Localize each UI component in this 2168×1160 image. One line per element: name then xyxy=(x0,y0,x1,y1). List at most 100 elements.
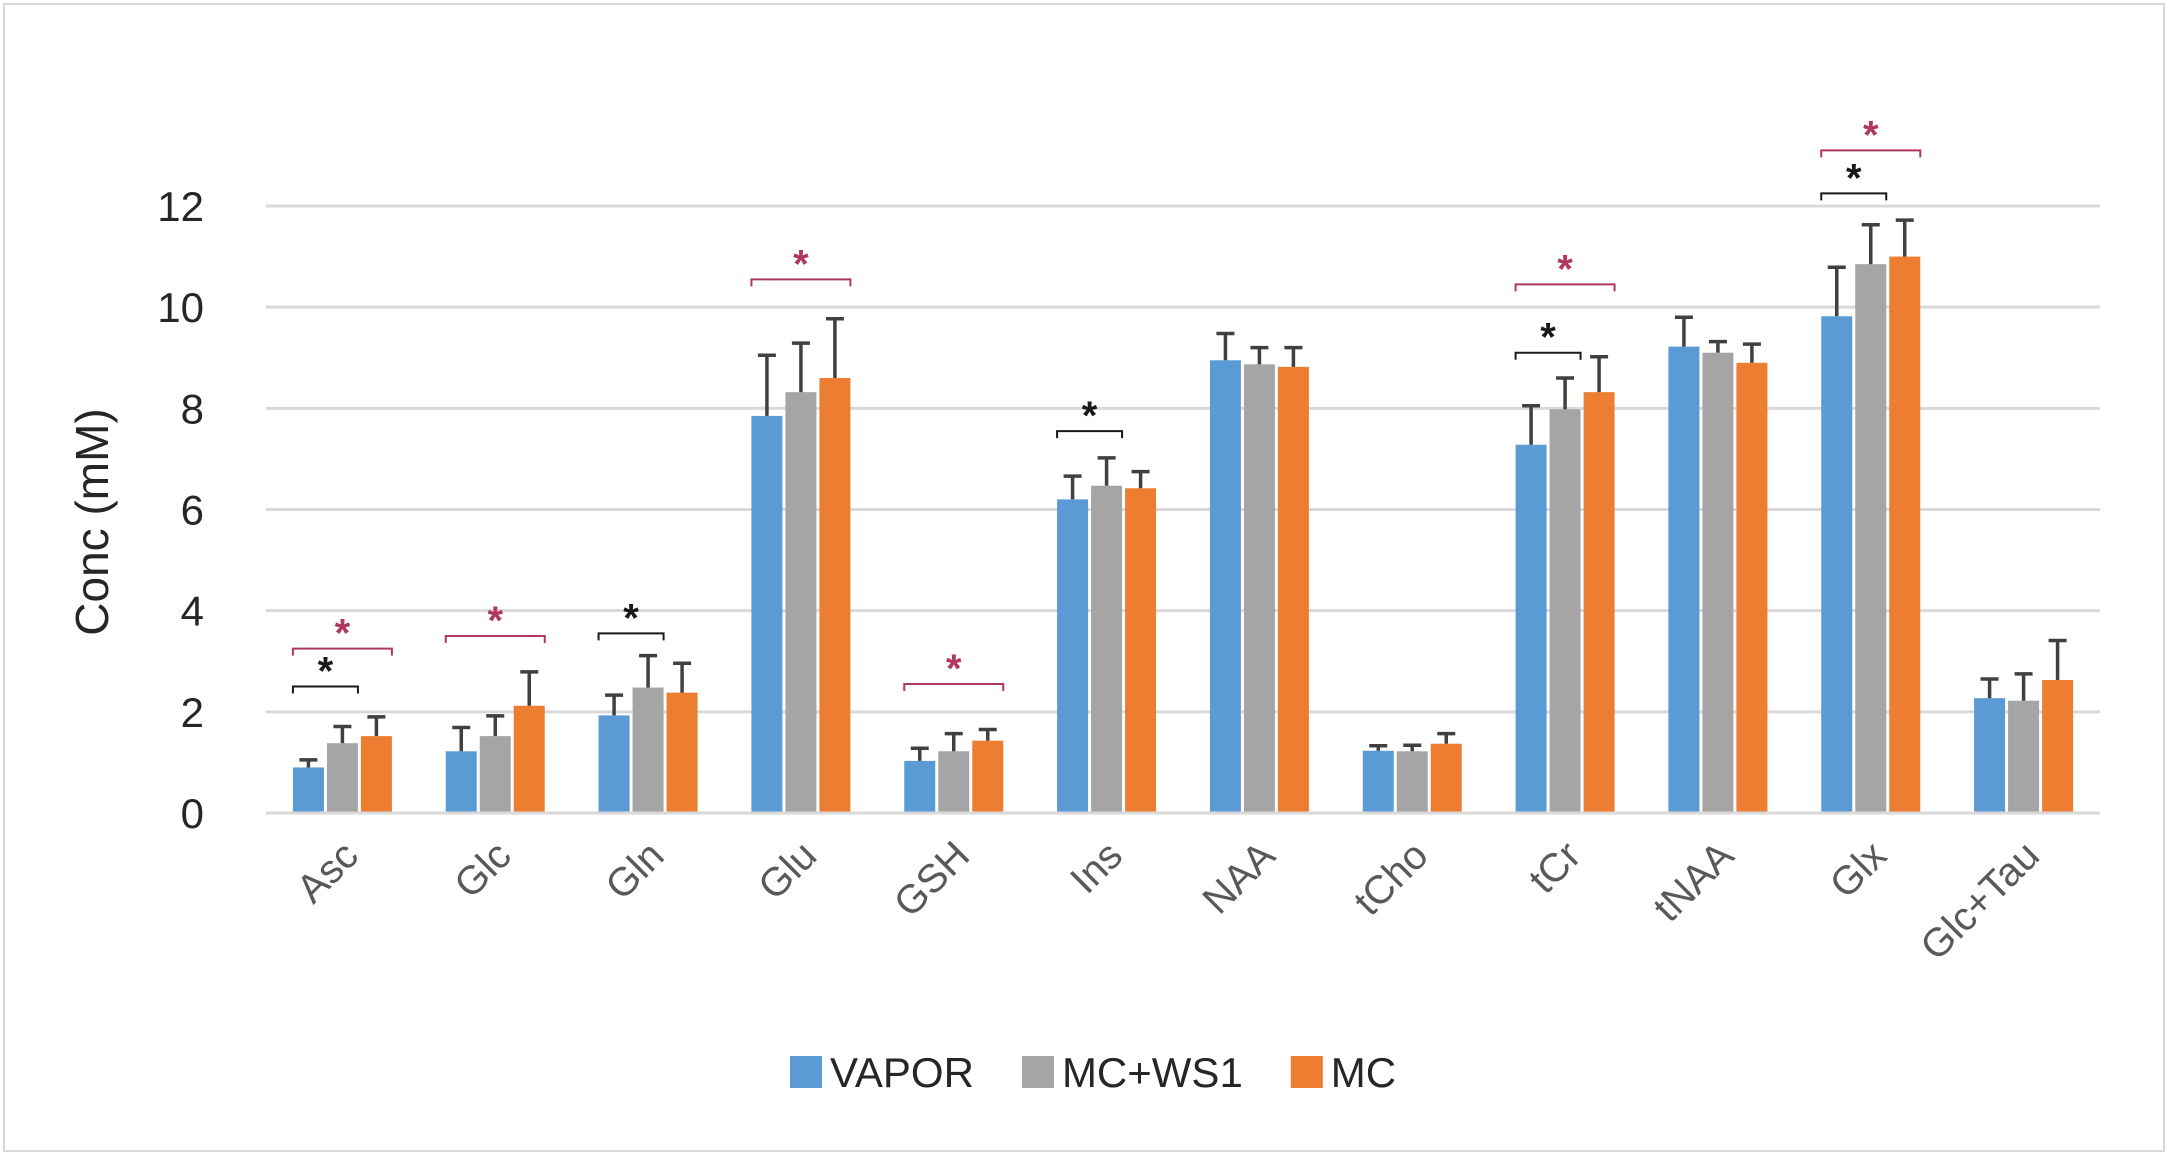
bar-mc-tnaa xyxy=(1736,362,1768,813)
error-bar xyxy=(2048,638,2067,680)
bar-mc-ws1-gln xyxy=(632,687,664,813)
bar-mc-asc xyxy=(360,736,392,813)
y-tick-label: 4 xyxy=(181,588,204,635)
y-tick-label: 6 xyxy=(181,487,204,534)
error-bar xyxy=(1861,222,1880,265)
bar-mc-naa xyxy=(1277,366,1309,813)
error-bar xyxy=(1708,339,1727,353)
bar-vapor-ins xyxy=(1057,499,1089,813)
error-bar xyxy=(1097,456,1116,486)
significance-bracket: * xyxy=(444,599,546,643)
error-bar xyxy=(605,693,624,716)
bar-mc-ws1-gsh xyxy=(938,751,970,813)
error-bar xyxy=(1522,404,1541,445)
bar-vapor-glu xyxy=(751,415,783,813)
significance-bracket: * xyxy=(1820,113,1922,157)
bar-mc-ws1-tnaa xyxy=(1702,352,1734,813)
error-bar xyxy=(639,653,658,688)
bar-vapor-glc xyxy=(445,751,477,813)
legend-label: MC+WS1 xyxy=(1062,1049,1243,1096)
error-bar xyxy=(1131,469,1150,489)
bar-mc-gln xyxy=(666,692,698,813)
y-axis-label: Conc (mM) xyxy=(66,408,118,635)
bar-vapor-gln xyxy=(598,715,630,813)
bar-mc-ws1-glc xyxy=(479,736,511,813)
error-bar xyxy=(1827,265,1846,317)
bar-vapor-glx xyxy=(1821,316,1853,813)
error-bar xyxy=(757,353,776,416)
bar-mc-ws1-asc xyxy=(326,743,358,813)
error-bar xyxy=(1063,474,1082,500)
y-axis-ticks: 0 2 4 6 8 10 12 xyxy=(157,183,204,837)
y-tick-label: 12 xyxy=(157,183,204,230)
bar-mc-ws1-tcr xyxy=(1549,409,1581,813)
legend-swatch xyxy=(1021,1056,1054,1088)
bar-vapor-tcr xyxy=(1515,444,1547,813)
error-bar xyxy=(1590,354,1609,393)
y-tick-label: 8 xyxy=(181,385,204,432)
bars xyxy=(292,256,2074,813)
error-bar xyxy=(1403,743,1422,752)
significance-star: * xyxy=(1863,113,1879,157)
error-bar xyxy=(486,714,505,737)
error-bar xyxy=(1674,315,1693,347)
error-bar xyxy=(1216,331,1235,361)
bar-mc-glc-tau xyxy=(2042,679,2074,813)
bar-mc-ws1-glx xyxy=(1855,264,1887,813)
error-bar xyxy=(673,661,692,693)
gridlines xyxy=(266,204,2100,714)
error-bar xyxy=(1556,376,1575,410)
error-bar xyxy=(944,731,963,752)
bar-vapor-gsh xyxy=(904,760,936,813)
bar-mc-ws1-glc-tau xyxy=(2008,700,2040,813)
significance-star: * xyxy=(623,596,639,640)
legend-item: MC+WS1 xyxy=(1021,1049,1243,1096)
significance-markers: ** * ******** xyxy=(291,113,1922,694)
significance-star: * xyxy=(1082,394,1098,438)
legend-item: VAPOR xyxy=(790,1049,974,1096)
significance-star: * xyxy=(318,650,334,694)
legend: VAPOR MC+WS1 MC xyxy=(790,1049,1396,1096)
legend-label: MC xyxy=(1331,1049,1396,1096)
error-bar xyxy=(1742,342,1761,363)
bar-mc-glu xyxy=(819,377,851,813)
significance-bracket: * xyxy=(1514,316,1582,360)
error-bar xyxy=(452,725,471,752)
legend-item: MC xyxy=(1290,1049,1396,1096)
significance-bracket: * xyxy=(903,647,1005,692)
significance-bracket: * xyxy=(1514,247,1616,291)
legend-label: VAPOR xyxy=(830,1049,974,1096)
y-tick-label: 0 xyxy=(181,790,204,837)
bar-mc-ws1-tcho xyxy=(1396,751,1428,813)
significance-bracket: * xyxy=(597,596,665,640)
bar-vapor-tcho xyxy=(1362,750,1394,813)
legend-swatch xyxy=(790,1056,822,1088)
error-bar xyxy=(1284,345,1303,367)
significance-star: * xyxy=(1540,316,1556,360)
error-bars xyxy=(299,218,2067,768)
error-bar xyxy=(1895,218,1914,257)
error-bar xyxy=(825,317,844,378)
significance-star: * xyxy=(1846,156,1862,200)
bar-mc-tcr xyxy=(1583,392,1615,813)
bar-mc-glx xyxy=(1889,256,1921,813)
error-bar xyxy=(1437,731,1456,744)
error-bar xyxy=(791,341,810,393)
error-bar xyxy=(333,724,352,744)
significance-star: * xyxy=(487,599,503,643)
bar-mc-gsh xyxy=(972,740,1004,813)
error-bar xyxy=(1369,743,1388,751)
bar-mc-ins xyxy=(1125,488,1157,813)
significance-bracket: * xyxy=(291,612,393,656)
bar-vapor-asc xyxy=(292,767,324,813)
bar-mc-tcho xyxy=(1430,743,1462,813)
significance-star: * xyxy=(793,242,809,286)
error-bar xyxy=(299,758,318,768)
significance-bracket: * xyxy=(1820,156,1888,200)
bar-mc-ws1-naa xyxy=(1243,364,1275,813)
bar-vapor-tnaa xyxy=(1668,346,1700,813)
significance-bracket: * xyxy=(291,650,359,694)
bar-vapor-glc-tau xyxy=(1974,698,2006,813)
